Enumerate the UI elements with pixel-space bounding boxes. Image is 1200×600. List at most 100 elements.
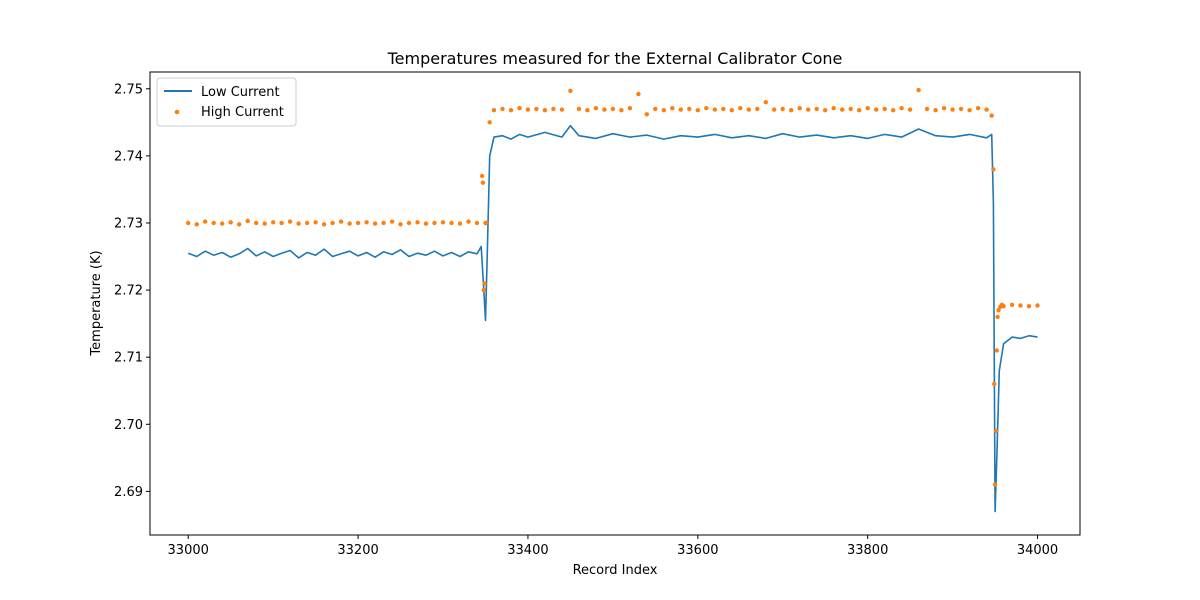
- y-tick-label: 2.75: [114, 82, 143, 97]
- chart-title: Temperatures measured for the External C…: [387, 49, 843, 68]
- data-point-high-current: [991, 167, 996, 172]
- data-point-high-current: [721, 106, 726, 112]
- legend: Low Current High Current: [156, 77, 297, 127]
- data-point-high-current: [313, 220, 318, 225]
- data-point-high-current: [636, 91, 641, 97]
- data-point-high-current: [958, 106, 964, 112]
- data-point-high-current: [559, 107, 565, 112]
- data-point-high-current: [738, 106, 743, 111]
- x-axis: 33000 33200 33400 33600 33800 34000: [168, 535, 1058, 558]
- data-point-high-current: [321, 222, 327, 227]
- data-point-high-current: [933, 108, 938, 113]
- data-point-high-current: [780, 106, 785, 112]
- data-point-high-current: [755, 106, 760, 112]
- data-point-high-current: [995, 314, 1000, 320]
- data-point-high-current: [806, 107, 811, 112]
- data-point-high-current: [687, 106, 692, 112]
- x-tick-label: 33600: [677, 543, 718, 558]
- x-axis-label: Record Index: [573, 563, 658, 578]
- data-point-high-current: [347, 221, 352, 226]
- data-point-high-current: [967, 108, 972, 113]
- data-point-high-current: [304, 220, 310, 226]
- data-point-high-current: [568, 88, 573, 94]
- x-tick-label: 34000: [1017, 543, 1058, 558]
- data-point-high-current: [381, 220, 386, 226]
- data-point-high-current: [220, 221, 225, 226]
- data-point-high-current: [848, 106, 853, 112]
- data-point-high-current: [466, 219, 471, 224]
- data-point-high-current: [874, 107, 879, 112]
- data-point-high-current: [704, 106, 709, 111]
- data-point-high-current: [203, 219, 208, 224]
- data-point-high-current: [364, 220, 369, 225]
- data-point-high-current: [186, 220, 191, 226]
- data-point-high-current: [695, 108, 700, 113]
- data-point-high-current: [1001, 304, 1006, 309]
- data-point-high-current: [865, 106, 870, 111]
- data-point-high-current: [992, 381, 997, 387]
- data-point-high-current: [479, 173, 485, 179]
- data-point-high-current: [831, 106, 836, 111]
- axes-frame: [149, 71, 1081, 536]
- data-point-high-current: [389, 219, 395, 224]
- data-point-high-current: [989, 113, 994, 118]
- data-point-high-current: [525, 107, 531, 112]
- data-point-high-current: [619, 108, 624, 113]
- data-point-high-current: [254, 220, 259, 226]
- y-axis-label: Temperature (K): [89, 250, 104, 356]
- legend-label-high-current: High Current: [201, 105, 284, 120]
- y-tick-label: 2.74: [114, 149, 143, 164]
- data-point-high-current: [797, 106, 802, 111]
- data-point-high-current: [245, 218, 250, 224]
- y-tick-label: 2.72: [114, 284, 143, 299]
- data-point-high-current: [534, 106, 539, 112]
- data-point-high-current: [484, 220, 489, 226]
- data-point-high-current: [653, 106, 658, 112]
- series-high-current: [186, 87, 1040, 487]
- legend-label-low-current: Low Current: [201, 85, 280, 100]
- series-low-current: [187, 124, 1038, 513]
- data-point-high-current: [279, 220, 284, 226]
- data-point-high-current: [678, 107, 683, 112]
- data-point-high-current: [355, 220, 361, 226]
- data-point-high-current: [975, 106, 981, 111]
- data-point-high-current: [296, 221, 301, 226]
- plot-area: [186, 87, 1040, 513]
- data-point-high-current: [661, 108, 666, 113]
- x-tick-label: 33800: [847, 543, 888, 558]
- data-point-high-current: [907, 107, 913, 112]
- data-point-high-current: [899, 106, 904, 111]
- data-point-high-current: [415, 220, 420, 225]
- data-point-high-current: [432, 220, 437, 226]
- data-point-high-current: [941, 106, 947, 111]
- data-point-high-current: [992, 482, 998, 487]
- data-point-high-current: [237, 222, 242, 227]
- data-point-high-current: [423, 221, 429, 226]
- data-point-high-current: [585, 108, 590, 113]
- data-point-high-current: [481, 287, 486, 293]
- data-point-high-current: [602, 107, 607, 112]
- data-point-high-current: [1018, 303, 1023, 308]
- data-point-high-current: [271, 220, 276, 225]
- data-point-high-current: [517, 106, 522, 111]
- data-point-high-current: [593, 106, 599, 111]
- data-point-high-current: [746, 107, 751, 112]
- x-tick-label: 33400: [507, 543, 548, 558]
- x-tick-label: 33000: [168, 543, 209, 558]
- data-point-high-current: [457, 221, 463, 226]
- y-tick-label: 2.70: [114, 418, 143, 433]
- data-point-high-current: [487, 120, 492, 125]
- data-point-high-current: [474, 220, 480, 226]
- data-point-high-current: [627, 106, 633, 111]
- data-point-high-current: [1035, 303, 1040, 308]
- data-point-high-current: [228, 220, 233, 225]
- data-point-high-current: [398, 222, 403, 227]
- data-point-high-current: [1026, 304, 1032, 309]
- data-point-high-current: [551, 106, 556, 112]
- data-point-high-current: [406, 220, 412, 226]
- data-point-high-current: [440, 220, 446, 225]
- data-point-high-current: [857, 108, 862, 113]
- data-point-high-current: [194, 222, 199, 227]
- data-point-high-current: [542, 108, 548, 113]
